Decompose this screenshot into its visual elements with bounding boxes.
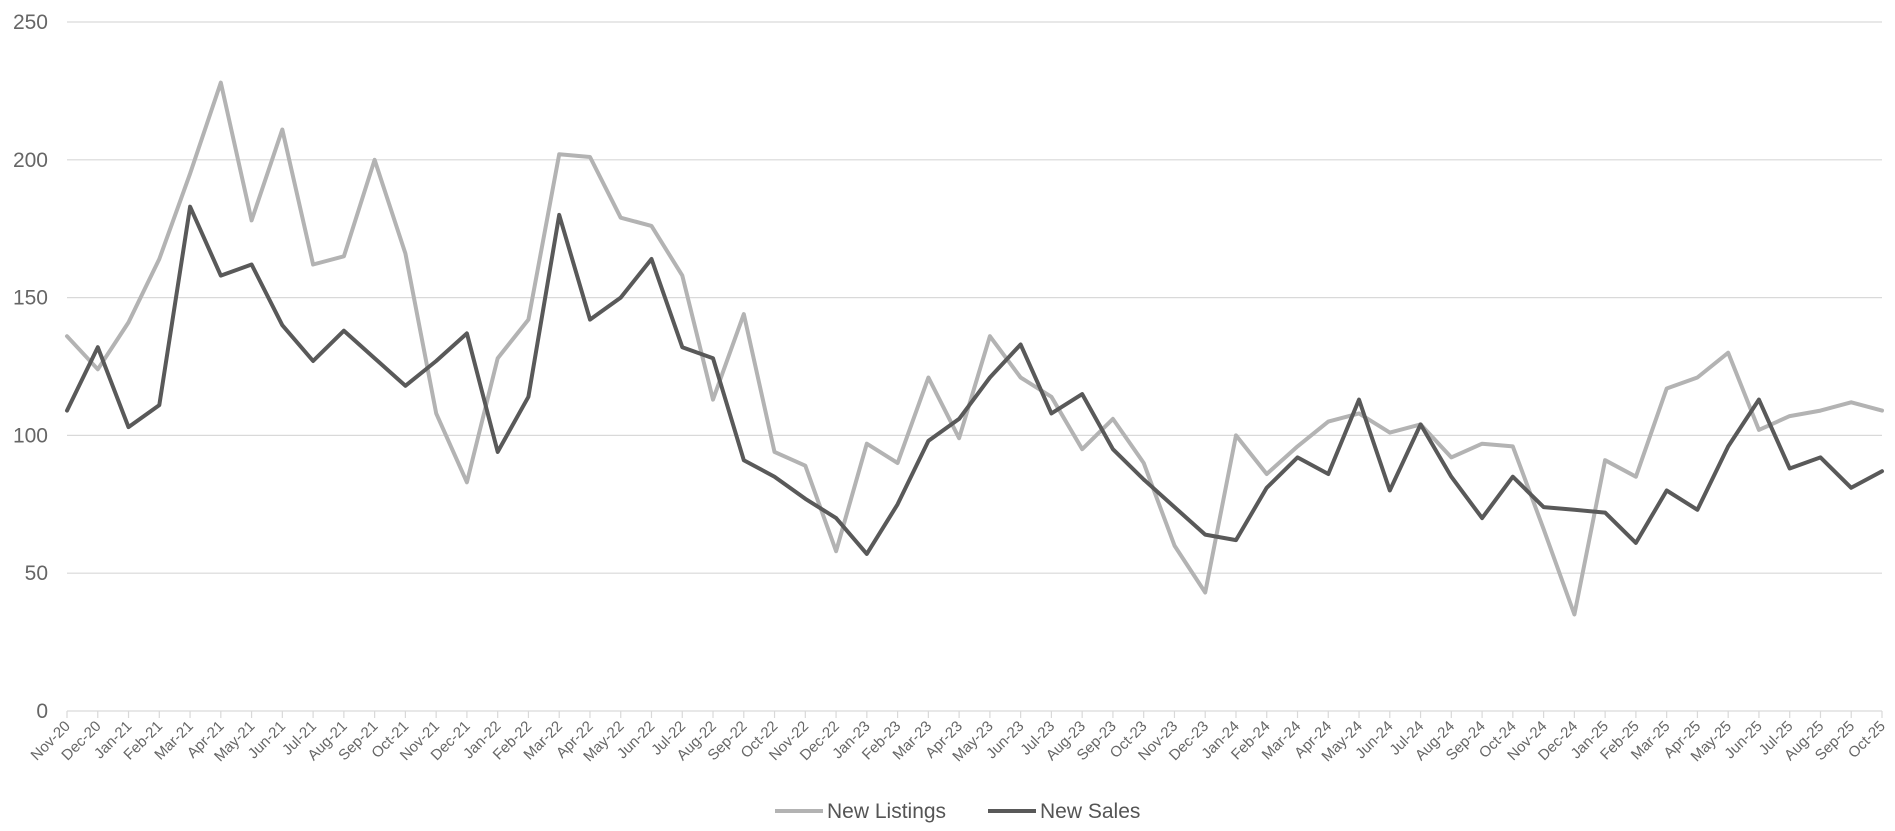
y-tick-label: 200 xyxy=(13,149,48,172)
series-lines xyxy=(65,80,1884,617)
y-axis: 0 50 100 150 200 250 xyxy=(13,11,48,723)
x-axis: Nov-20Dec-20Jan-21Feb-21Mar-21Apr-21May-… xyxy=(28,711,1889,765)
y-tick-label: 150 xyxy=(13,287,48,310)
y-tick-label: 0 xyxy=(36,700,48,723)
y-tick-label: 50 xyxy=(25,562,48,585)
legend-label: New Sales xyxy=(1040,800,1140,823)
legend: New Listings New Sales xyxy=(775,800,1140,823)
gridlines xyxy=(67,21,1882,712)
y-tick-label: 250 xyxy=(13,11,48,34)
legend-label: New Listings xyxy=(827,800,946,823)
series-line-new-sales xyxy=(65,204,1884,556)
y-tick-label: 100 xyxy=(13,424,48,447)
series-line-new-listings xyxy=(65,80,1884,617)
